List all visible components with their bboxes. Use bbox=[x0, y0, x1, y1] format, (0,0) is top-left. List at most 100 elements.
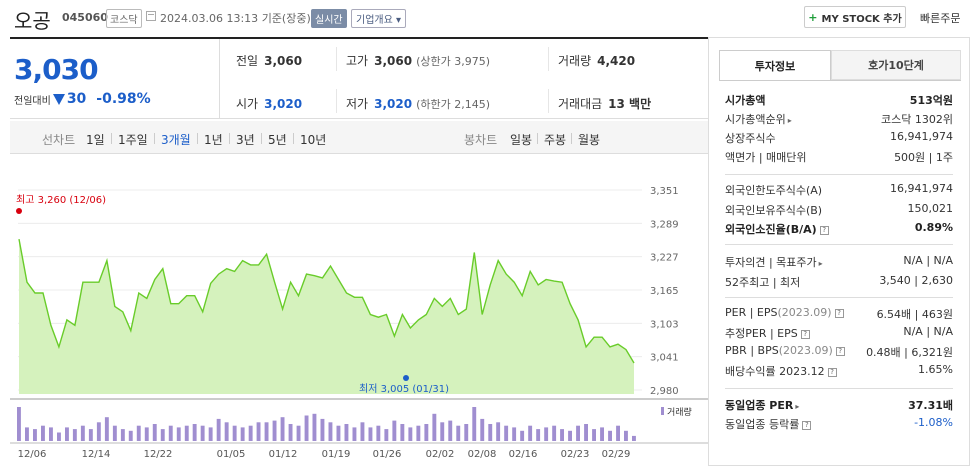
volume-bar bbox=[128, 430, 133, 441]
help-icon[interactable]: ? bbox=[800, 329, 810, 339]
investment-info-panel: 투자정보 호가10단계 시가총액 513억원 시가총액순위 ▸ 코스닥 1302위 상… bbox=[708, 37, 970, 466]
price-line bbox=[18, 238, 635, 364]
low-price: 저가 3,020 (하한가 2,145) bbox=[346, 97, 490, 111]
divider bbox=[111, 133, 112, 144]
price-chart[interactable]: 3,351 3,289 3,227 3,165 3,103 3,041 2,980 최고 3… bbox=[10, 156, 708, 466]
volume-bar bbox=[520, 430, 525, 441]
quick-order-link[interactable]: 빠른주문 bbox=[920, 12, 961, 25]
y-tick-label: 3,165 bbox=[650, 286, 679, 297]
foreign-limit-row: 외국인한도주식수(A) 16,941,974 bbox=[725, 182, 953, 197]
volume-bar bbox=[568, 430, 572, 441]
divider bbox=[229, 133, 230, 144]
y-tick-label: 3,351 bbox=[650, 186, 679, 197]
tab-order-book[interactable]: 호가10단계 bbox=[831, 50, 961, 80]
divider bbox=[725, 174, 953, 175]
x-tick-label: 02/29 bbox=[602, 449, 631, 460]
low-point-marker bbox=[403, 375, 409, 381]
help-icon[interactable]: ? bbox=[834, 308, 844, 318]
y-tick-label: 3,103 bbox=[650, 319, 679, 330]
volume-bar bbox=[200, 425, 205, 441]
period-10y[interactable]: 10년 bbox=[300, 133, 327, 147]
volume-bar bbox=[496, 422, 501, 441]
price-change: 전일대비 30 -0.98% bbox=[14, 91, 151, 107]
divider bbox=[293, 133, 294, 144]
period-1y[interactable]: 1년 bbox=[204, 133, 223, 147]
add-mystock-button[interactable]: + MY STOCK 추가 bbox=[804, 6, 906, 28]
y-tick-label: 3,289 bbox=[650, 219, 679, 230]
volume: 거래량 4,420 bbox=[558, 54, 636, 68]
help-icon[interactable]: ? bbox=[802, 420, 812, 430]
volume-bar bbox=[592, 429, 596, 441]
shares-row: 상장주식수 16,941,974 bbox=[725, 130, 953, 145]
period-5y[interactable]: 5년 bbox=[268, 133, 287, 147]
volume-bar bbox=[624, 430, 628, 441]
divider bbox=[261, 133, 262, 144]
industry-rate-row: 동일업종 등락률? -1.08% bbox=[725, 416, 953, 431]
volume-bar bbox=[208, 427, 213, 441]
candle-weekly[interactable]: 주봉 bbox=[544, 133, 567, 147]
foreign-ratio-row: 외국인소진율(B/A)? 0.89% bbox=[725, 221, 953, 236]
candle-monthly[interactable]: 월봉 bbox=[578, 133, 601, 147]
volume-bar bbox=[400, 424, 405, 441]
volume-bar bbox=[560, 429, 564, 441]
volume-bar bbox=[136, 425, 141, 441]
volume-bar bbox=[152, 424, 157, 441]
volume-bar bbox=[216, 418, 221, 441]
chart-period-bar: 선차트 1일 1주일 3개월 1년 3년 5년 10년 봉차트 일봉 주봉 월봉 bbox=[10, 121, 708, 154]
volume-bar bbox=[336, 425, 341, 441]
quote-summary: 3,030 전일대비 30 -0.98% 전일 3,060 고가 3,060 (상한가… bbox=[10, 37, 708, 119]
volume-bar bbox=[528, 425, 533, 441]
x-tick-label: 12/22 bbox=[144, 449, 173, 460]
volume-bar bbox=[488, 424, 493, 441]
volume-bar bbox=[608, 430, 612, 441]
plus-icon: + bbox=[808, 10, 818, 24]
pbr-bps-row: PBR | BPS(2023.09)? 0.48배 | 6,321원 bbox=[725, 344, 953, 359]
help-icon[interactable]: ? bbox=[827, 367, 837, 377]
volume-bar bbox=[632, 435, 636, 441]
divider bbox=[197, 133, 198, 144]
volume-bar bbox=[57, 432, 61, 441]
volume-bar bbox=[224, 422, 229, 441]
period-3y[interactable]: 3년 bbox=[236, 133, 255, 147]
x-axis-ticks: 12/06 12/14 12/22 01/05 01/12 01/19 01/26 02/02… bbox=[18, 449, 631, 460]
candle-daily[interactable]: 일봉 bbox=[510, 133, 533, 147]
market-badge: 코스닥 bbox=[106, 9, 142, 28]
change-amount: 30 bbox=[66, 91, 87, 107]
est-per-row: 추정PER | EPS? N/A | N/A bbox=[725, 325, 953, 340]
volume-bar bbox=[432, 413, 437, 441]
x-tick-label: 12/06 bbox=[18, 449, 47, 460]
volume-bar bbox=[176, 427, 181, 441]
divider bbox=[571, 133, 572, 144]
help-icon[interactable]: ? bbox=[835, 346, 845, 356]
volume-bar bbox=[552, 425, 557, 441]
dividend-row: 배당수익률 2023.12? 1.65% bbox=[725, 363, 953, 378]
divider bbox=[725, 388, 953, 389]
volume-bar bbox=[112, 425, 117, 441]
volume-bar bbox=[80, 425, 85, 441]
market-cap-rank-row[interactable]: 시가총액순위 ▸ 코스닥 1302위 bbox=[725, 113, 953, 126]
volume-bar bbox=[168, 425, 173, 441]
company-overview-dropdown[interactable]: 기업개요 ▾ bbox=[351, 9, 407, 28]
divider bbox=[336, 47, 337, 71]
volume-bar bbox=[264, 422, 269, 441]
y-axis-ticks: 3,351 3,289 3,227 3,165 3,103 3,041 2,980 bbox=[650, 186, 679, 397]
volume-bar bbox=[344, 424, 349, 441]
stock-code: 045060 bbox=[62, 11, 108, 24]
stock-header: 오공 045060 코스닥 2024.03.06 13:13 기준(장중) 실시… bbox=[0, 0, 972, 34]
tab-investment-info[interactable]: 투자정보 bbox=[719, 50, 831, 80]
period-1w[interactable]: 1주일 bbox=[118, 133, 148, 147]
period-3m[interactable]: 3개월 bbox=[161, 133, 191, 147]
volume-bar bbox=[49, 427, 53, 441]
divider bbox=[548, 47, 549, 71]
volume-bar bbox=[616, 425, 620, 441]
quote-datetime: 2024.03.06 13:13 기준(장중) bbox=[160, 12, 311, 25]
period-1d[interactable]: 1일 bbox=[86, 133, 105, 147]
volume-bar bbox=[192, 424, 197, 441]
volume-bar bbox=[320, 418, 325, 441]
volume-bar bbox=[288, 424, 293, 441]
change-percent: -0.98% bbox=[96, 91, 151, 107]
realtime-badge[interactable]: 실시간 bbox=[311, 9, 347, 28]
divider bbox=[725, 297, 953, 298]
calendar-icon bbox=[146, 11, 156, 21]
help-icon[interactable]: ? bbox=[819, 225, 829, 235]
